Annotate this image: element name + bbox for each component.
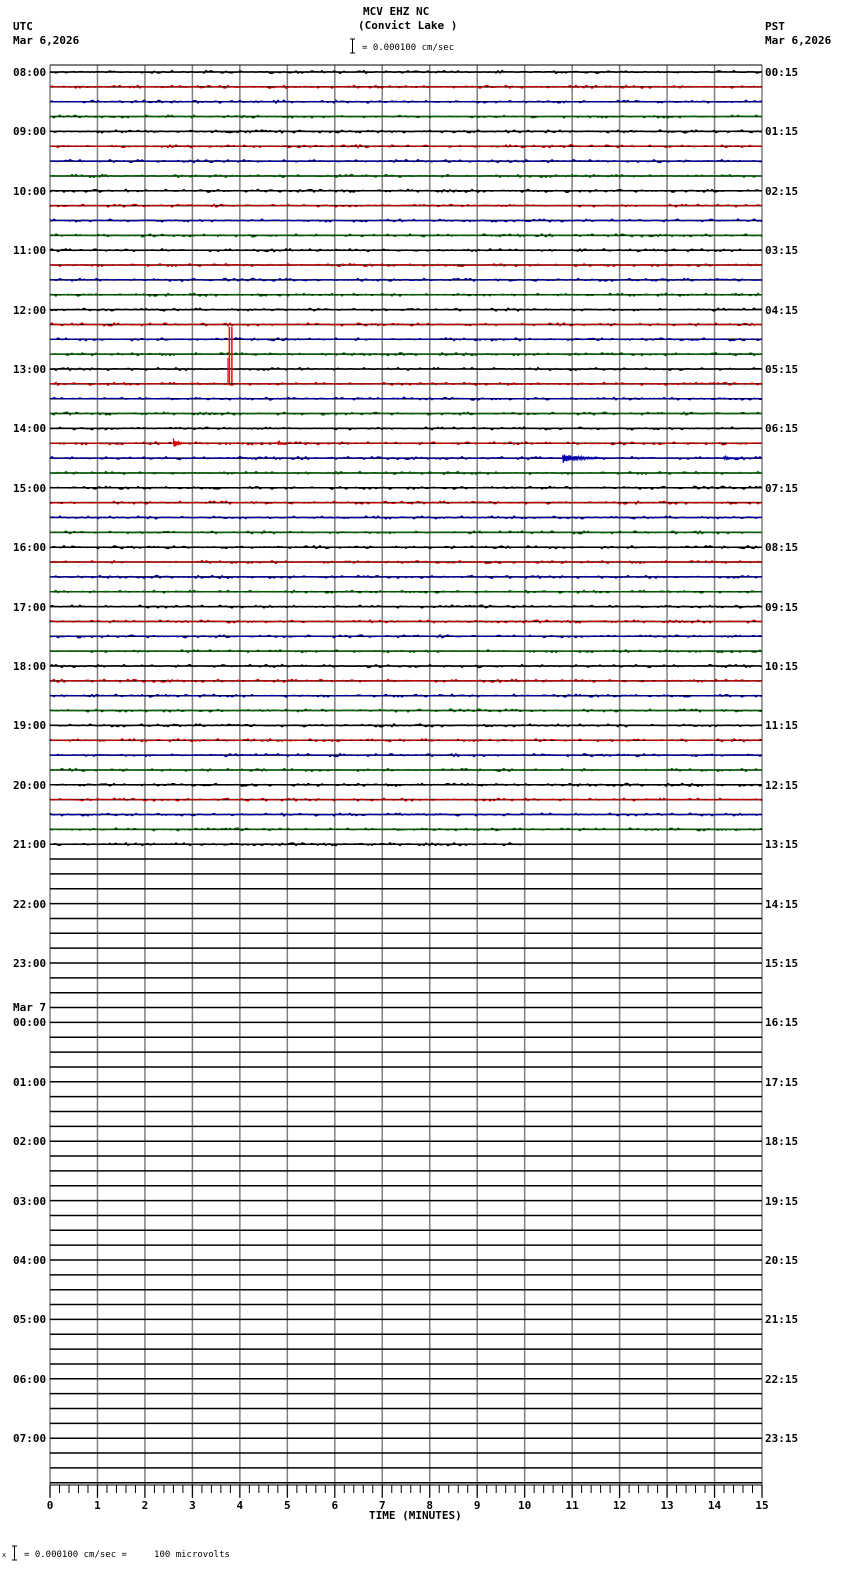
left-timezone: UTC xyxy=(13,20,33,33)
pst-hour-label: 04:15 xyxy=(765,303,799,317)
utc-hour-label: 00:00 xyxy=(13,1016,47,1030)
utc-hour-label: 06:00 xyxy=(13,1372,47,1386)
utc-hour-label: 07:00 xyxy=(13,1432,47,1446)
x-tick-label: 6 xyxy=(331,1499,338,1512)
x-tick-label: 13 xyxy=(660,1499,673,1512)
utc-hour-label: 17:00 xyxy=(13,600,47,614)
left-date: Mar 6,2026 xyxy=(13,34,80,47)
pst-hour-label: 01:15 xyxy=(765,125,799,139)
utc-hour-label: 14:00 xyxy=(13,422,47,436)
utc-hour-label: 23:00 xyxy=(13,957,47,970)
utc-hour-label: 01:00 xyxy=(13,1075,47,1089)
station-title: MCV EHZ NC xyxy=(363,5,430,18)
pst-hour-label: 13:15 xyxy=(765,838,799,852)
utc-hour-label: 18:00 xyxy=(13,660,47,673)
utc-hour-label: 04:00 xyxy=(13,1254,47,1267)
pst-hour-label: 20:15 xyxy=(765,1254,799,1267)
utc-hour-label: 16:00 xyxy=(13,541,47,555)
x-tick-label: 5 xyxy=(284,1499,291,1512)
utc-hour-label: 19:00 xyxy=(13,719,47,733)
footer-scale-text: = 0.000100 cm/sec = 100 microvolts xyxy=(24,1550,230,1560)
x-tick-label: 4 xyxy=(237,1499,244,1512)
utc-hour-label: 11:00 xyxy=(13,244,47,258)
x-tick-label: 15 xyxy=(755,1499,768,1512)
pst-hour-label: 07:15 xyxy=(765,481,799,495)
pst-hour-label: 21:15 xyxy=(765,1313,799,1327)
station-location: (Convict Lake ) xyxy=(358,19,458,32)
right-timezone: PST xyxy=(765,20,785,33)
pst-hour-label: 23:15 xyxy=(765,1432,799,1446)
pst-hour-label: 09:15 xyxy=(765,600,799,614)
utc-hour-label: 02:00 xyxy=(13,1135,47,1149)
footer-scale-bar-icon xyxy=(11,1545,18,1561)
x-tick-label: 7 xyxy=(379,1499,386,1512)
x-tick-label: 8 xyxy=(426,1499,433,1512)
x-tick-label: 3 xyxy=(189,1499,196,1512)
pst-hour-label: 08:15 xyxy=(765,541,799,555)
pst-hour-label: 17:15 xyxy=(765,1075,799,1089)
x-tick-label: 2 xyxy=(142,1499,149,1512)
pst-hour-label: 22:15 xyxy=(765,1372,799,1386)
pst-hour-label: 03:15 xyxy=(765,244,799,258)
x-tick-label: 11 xyxy=(566,1499,580,1512)
utc-hour-label: 09:00 xyxy=(13,125,47,139)
utc-hour-label: 03:00 xyxy=(13,1194,47,1208)
pst-hour-label: 02:15 xyxy=(765,184,799,198)
pst-hour-label: 11:15 xyxy=(765,719,799,733)
x-tick-label: 10 xyxy=(518,1499,531,1512)
pst-hour-label: 19:15 xyxy=(765,1194,799,1208)
scale-bar-icon xyxy=(349,38,356,54)
x-tick-label: 14 xyxy=(708,1499,722,1512)
pst-hour-label: 10:15 xyxy=(765,660,799,673)
pst-hour-label: 00:15 xyxy=(765,66,799,79)
footer-prefix: x xyxy=(2,1551,7,1559)
pst-hour-label: 16:15 xyxy=(765,1016,799,1030)
utc-hour-label: 10:00 xyxy=(13,184,47,198)
right-date: Mar 6,2026 xyxy=(765,34,832,47)
pst-hour-label: 06:15 xyxy=(765,422,799,436)
utc-hour-label: 22:00 xyxy=(13,897,47,911)
utc-hour-label: 12:00 xyxy=(13,303,47,317)
pst-hour-label: 15:15 xyxy=(765,957,799,970)
pst-hour-label: 05:15 xyxy=(765,363,799,376)
x-tick-label: 0 xyxy=(47,1499,54,1512)
pst-hour-label: 18:15 xyxy=(765,1135,799,1149)
utc-hour-label: 05:00 xyxy=(13,1313,47,1327)
x-tick-label: 12 xyxy=(613,1499,626,1512)
utc-hour-label: 15:00 xyxy=(13,481,47,495)
pst-hour-label: 14:15 xyxy=(765,897,799,911)
scale-text: = 0.000100 cm/sec xyxy=(362,43,455,53)
utc-hour-label: 08:00 xyxy=(13,66,47,79)
x-tick-label: 1 xyxy=(94,1499,101,1512)
x-tick-label: 9 xyxy=(474,1499,481,1512)
x-axis-label: TIME (MINUTES) xyxy=(369,1509,462,1522)
pst-hour-label: 12:15 xyxy=(765,778,799,792)
utc-hour-label: 20:00 xyxy=(13,778,47,792)
utc-hour-label: 13:00 xyxy=(13,363,47,376)
date-change-label: Mar 7 xyxy=(13,1001,47,1015)
utc-hour-label: 21:00 xyxy=(13,838,47,852)
